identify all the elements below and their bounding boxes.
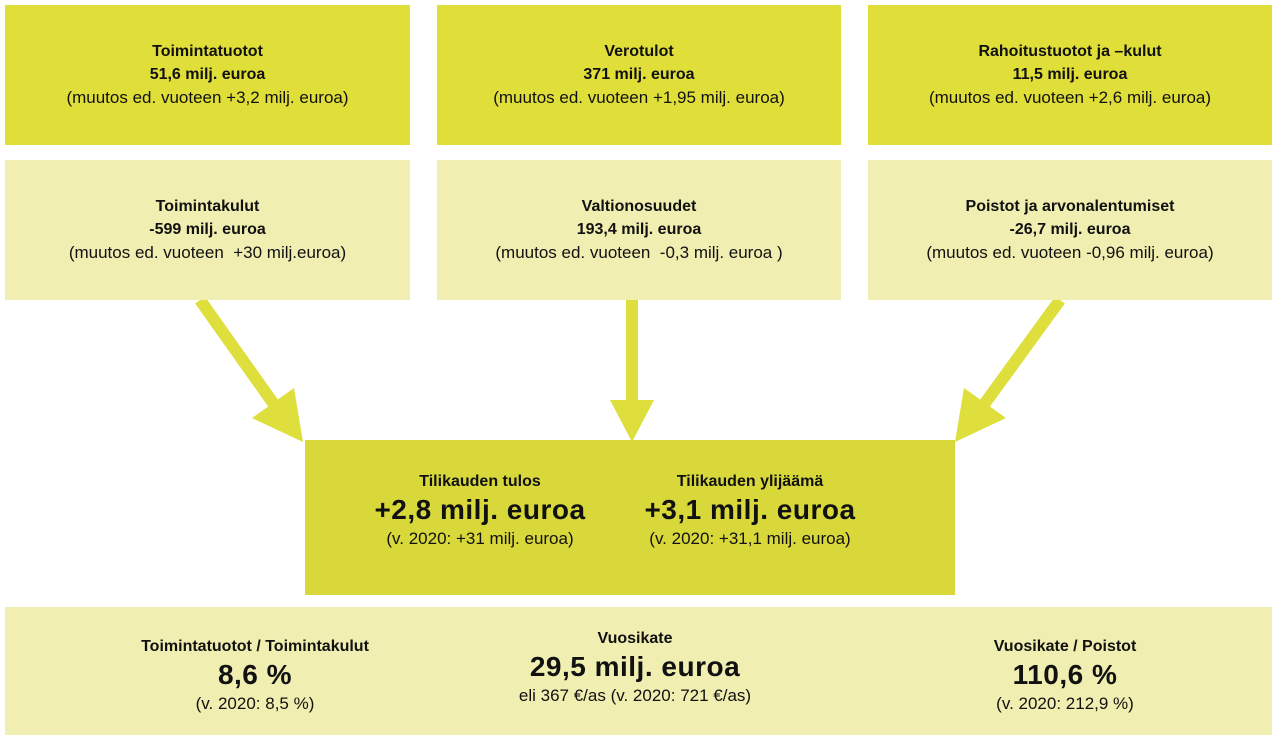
indicator-column: Vuosikate / Poistot 110,6 % (v. 2020: 21… <box>885 635 1245 716</box>
title: Poistot ja arvonalentumiset <box>965 198 1175 215</box>
title: Toimintatuotot <box>152 43 263 60</box>
arrow-left <box>195 296 283 414</box>
title: Vuosikate <box>597 630 673 647</box>
value: 193,4 milj. euroa <box>576 221 702 238</box>
indicator-box: Toimintatuotot / Toimintakulut 8,6 % (v.… <box>5 607 1272 735</box>
change: (muutos ed. vuoteen +2,6 milj. euroa) <box>928 88 1212 107</box>
result-column: Tilikauden tulos +2,8 milj. euroa (v. 20… <box>345 470 615 551</box>
previous: (v. 2020: +31,1 milj. euroa) <box>649 529 851 548</box>
indicator-column: Vuosikate 29,5 milj. euroa eli 367 €/as … <box>445 627 825 708</box>
indicator-column: Toimintatuotot / Toimintakulut 8,6 % (v.… <box>75 635 435 716</box>
income-box: Toimintatuotot 51,6 milj. euroa (muutos … <box>5 5 410 145</box>
value: 11,5 milj. euroa <box>1012 66 1128 83</box>
value: +2,8 milj. euroa <box>374 494 586 525</box>
value: -26,7 milj. euroa <box>1009 221 1131 238</box>
note: (v. 2020: 212,9 %) <box>996 694 1134 713</box>
title: Rahoitustuotot ja –kulut <box>978 43 1162 60</box>
value: 371 milj. euroa <box>583 66 695 83</box>
previous: (v. 2020: +31 milj. euroa) <box>386 529 574 548</box>
title: Vuosikate / Poistot <box>993 638 1137 655</box>
value: 8,6 % <box>217 659 293 690</box>
income-box: Rahoitustuotot ja –kulut 11,5 milj. euro… <box>868 5 1272 145</box>
change: (muutos ed. vuoteen +3,2 milj. euroa) <box>66 88 349 107</box>
result-column: Tilikauden ylijäämä +3,1 milj. euroa (v.… <box>615 470 885 551</box>
value: 110,6 % <box>1012 659 1118 690</box>
value: 51,6 milj. euroa <box>149 66 266 83</box>
title: Verotulot <box>604 43 674 60</box>
cost-box: Toimintakulut -599 milj. euroa (muutos e… <box>5 160 410 300</box>
arrow-head <box>955 388 1006 442</box>
note: eli 367 €/as (v. 2020: 721 €/as) <box>518 686 752 705</box>
title: Toimintakulut <box>155 198 260 215</box>
title: Tilikauden tulos <box>419 473 541 490</box>
title: Tilikauden ylijäämä <box>676 473 824 490</box>
arrow-head <box>252 388 303 442</box>
value: -599 milj. euroa <box>149 221 266 238</box>
change: (muutos ed. vuoteen +30 milj.euroa) <box>68 243 347 262</box>
change: (muutos ed. vuoteen -0,96 milj. euroa) <box>926 243 1214 262</box>
income-box: Verotulot 371 milj. euroa (muutos ed. vu… <box>437 5 841 145</box>
value: +3,1 milj. euroa <box>644 494 856 525</box>
value: 29,5 milj. euroa <box>529 651 741 682</box>
note: (v. 2020: 8,5 %) <box>195 694 315 713</box>
title: Toimintatuotot / Toimintakulut <box>141 638 369 655</box>
cost-box: Poistot ja arvonalentumiset -26,7 milj. … <box>868 160 1272 300</box>
arrow-right <box>975 296 1065 414</box>
cost-box: Valtionosuudet 193,4 milj. euroa (muutos… <box>437 160 841 300</box>
title: Valtionosuudet <box>581 198 697 215</box>
arrow-head <box>610 400 654 442</box>
result-box: Tilikauden tulos +2,8 milj. euroa (v. 20… <box>305 440 955 595</box>
change: (muutos ed. vuoteen -0,3 milj. euroa ) <box>495 243 783 262</box>
change: (muutos ed. vuoteen +1,95 milj. euroa) <box>493 88 785 107</box>
